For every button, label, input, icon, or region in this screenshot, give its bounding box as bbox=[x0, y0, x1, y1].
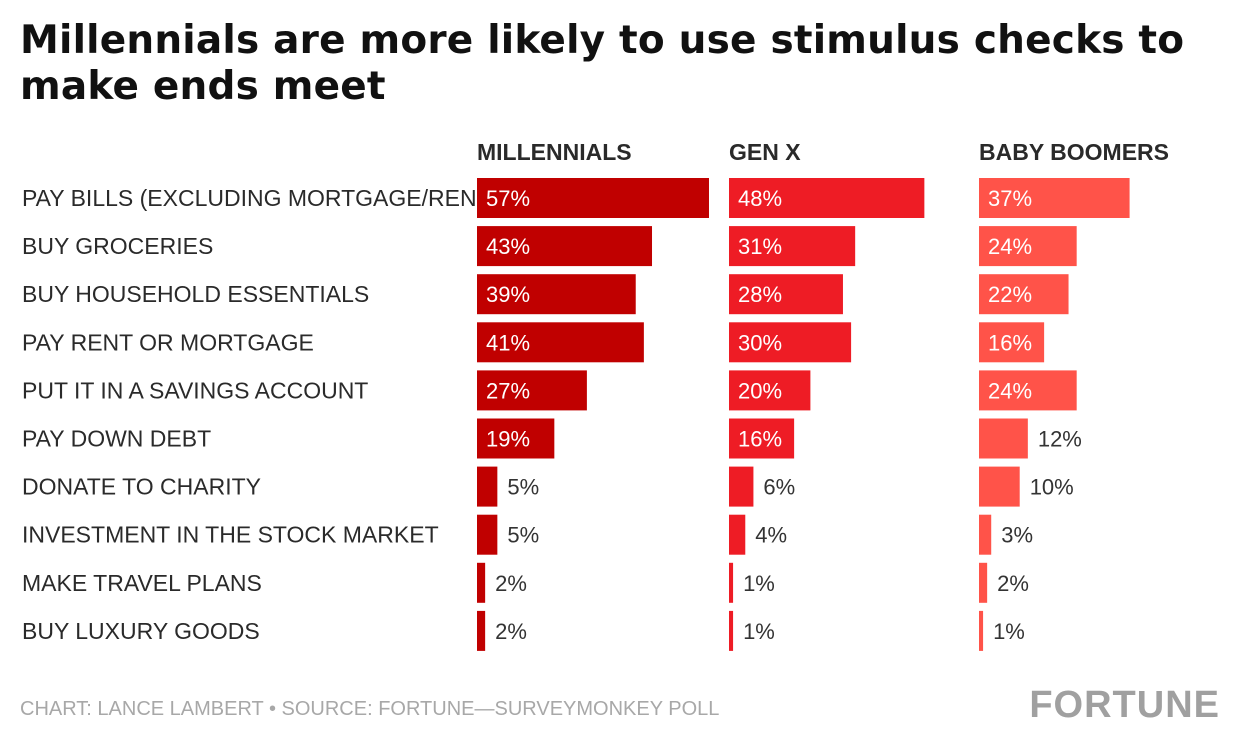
column-header: BABY BOOMERS bbox=[979, 139, 1169, 165]
data-label: 41% bbox=[486, 330, 530, 355]
column-header: GEN X bbox=[729, 139, 801, 165]
data-label: 37% bbox=[988, 186, 1032, 211]
bar bbox=[477, 274, 636, 315]
bar bbox=[979, 370, 1077, 411]
row-label: DONATE TO CHARITY bbox=[22, 474, 261, 500]
data-label: 1% bbox=[743, 571, 775, 596]
data-label: 1% bbox=[743, 619, 775, 644]
bar bbox=[729, 274, 843, 315]
data-label: 28% bbox=[738, 282, 782, 307]
bar bbox=[729, 562, 734, 603]
bar bbox=[979, 274, 1069, 315]
chart-credit: CHART: LANCE LAMBERT • SOURCE: FORTUNE—S… bbox=[20, 698, 720, 720]
data-label: 19% bbox=[486, 427, 530, 452]
bar bbox=[979, 178, 1130, 218]
data-label: 2% bbox=[495, 619, 527, 644]
data-label: 1% bbox=[993, 619, 1025, 644]
data-label: 24% bbox=[988, 234, 1032, 259]
row-label: BUY LUXURY GOODS bbox=[22, 618, 260, 644]
bar bbox=[477, 370, 587, 411]
bar bbox=[979, 466, 1020, 507]
data-label: 39% bbox=[486, 282, 530, 307]
bar bbox=[979, 562, 988, 603]
data-label: 16% bbox=[738, 427, 782, 452]
bar bbox=[729, 322, 852, 363]
data-label: 3% bbox=[1001, 523, 1033, 548]
data-label: 2% bbox=[495, 571, 527, 596]
data-label: 2% bbox=[997, 571, 1029, 596]
data-label: 24% bbox=[988, 378, 1032, 403]
bar bbox=[477, 178, 709, 218]
data-label: 20% bbox=[738, 378, 782, 403]
bar bbox=[979, 322, 1045, 363]
data-label: 12% bbox=[1038, 427, 1082, 452]
bar bbox=[477, 562, 486, 603]
row-label: PUT IT IN A SAVINGS ACCOUNT bbox=[22, 377, 368, 403]
bar bbox=[477, 466, 498, 507]
data-label: 48% bbox=[738, 186, 782, 211]
data-label: 31% bbox=[738, 234, 782, 259]
row-label: MAKE TRAVEL PLANS bbox=[22, 570, 262, 596]
data-label: 10% bbox=[1030, 475, 1074, 500]
bar bbox=[729, 178, 925, 218]
bar bbox=[729, 226, 856, 267]
data-label: 5% bbox=[507, 475, 539, 500]
brand-logo: FORTUNE bbox=[1029, 684, 1220, 726]
bar bbox=[979, 418, 1028, 459]
bar bbox=[729, 514, 746, 555]
row-label: PAY RENT OR MORTGAGE bbox=[22, 329, 314, 355]
row-label: PAY BILLS (EXCLUDING MORTGAGE/RENT) bbox=[22, 185, 498, 211]
row-label: PAY DOWN DEBT bbox=[22, 426, 211, 452]
column-header: MILLENNIALS bbox=[477, 139, 632, 165]
data-label: 4% bbox=[755, 523, 787, 548]
row-label: INVESTMENT IN THE STOCK MARKET bbox=[22, 522, 439, 548]
data-label: 57% bbox=[486, 186, 530, 211]
bar bbox=[729, 466, 754, 507]
bar bbox=[729, 610, 734, 651]
bar bbox=[477, 418, 555, 459]
chart-title: Millennials are more likely to use stimu… bbox=[20, 18, 1185, 109]
data-label: 16% bbox=[988, 330, 1032, 355]
bar bbox=[477, 610, 486, 651]
data-label: 27% bbox=[486, 378, 530, 403]
data-label: 5% bbox=[507, 523, 539, 548]
data-label: 43% bbox=[486, 234, 530, 259]
bar bbox=[729, 418, 795, 459]
row-label: BUY HOUSEHOLD ESSENTIALS bbox=[22, 281, 369, 307]
data-label: 6% bbox=[763, 475, 795, 500]
bar bbox=[979, 610, 984, 651]
bar bbox=[729, 370, 811, 411]
bar bbox=[477, 322, 644, 363]
bar bbox=[979, 226, 1077, 267]
data-label: 22% bbox=[988, 282, 1032, 307]
bar bbox=[477, 226, 653, 267]
data-label: 30% bbox=[738, 330, 782, 355]
bar bbox=[477, 514, 498, 555]
row-label: BUY GROCERIES bbox=[22, 233, 213, 259]
bar bbox=[979, 514, 992, 555]
